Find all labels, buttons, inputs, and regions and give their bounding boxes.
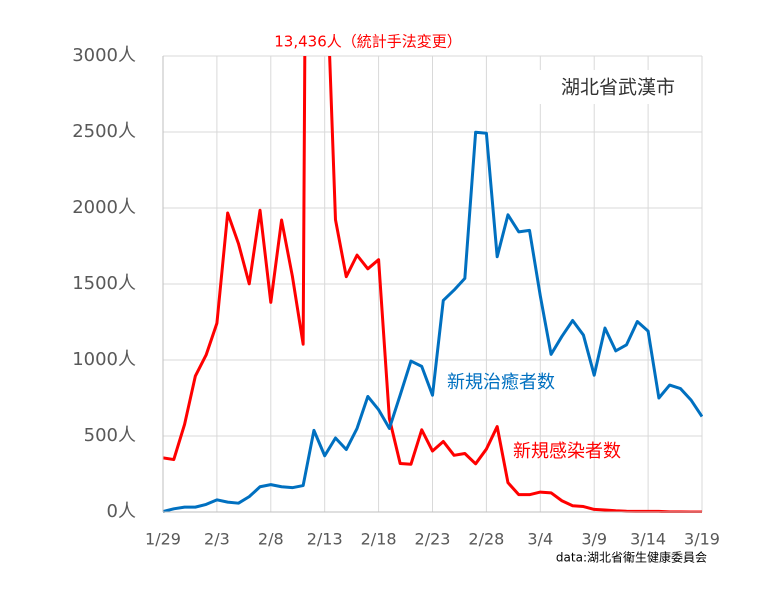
x-tick-label: 2/3 [204,530,230,549]
x-tick-label: 3/9 [581,530,607,549]
y-tick-label: 1000人 [72,349,136,370]
y-tick-label: 2000人 [72,197,136,218]
series-line [163,130,703,513]
annotation: 13,436人（統計手法変更） [274,33,462,51]
x-tick-label: 3/14 [630,530,666,549]
plot-area [163,56,703,513]
y-tick-label: 500人 [84,425,136,446]
series-label: 新規治癒者数 [447,372,555,393]
x-tick-label: 1/29 [145,530,181,549]
series-label: 新規感染者数 [513,441,621,462]
x-tick-label: 2/23 [415,530,451,549]
series-line [163,56,702,513]
title-box [538,70,698,104]
x-tick-label: 3/19 [684,530,720,549]
x-tick-label: 2/13 [307,530,343,549]
y-tick-label: 2500人 [72,121,136,142]
x-tick-label: 2/8 [258,530,284,549]
y-tick-label: 0人 [107,501,136,522]
x-tick-label: 2/28 [468,530,504,549]
source: data:湖北省衛生健康委員会 [556,550,707,565]
y-tick-label: 3000人 [72,45,136,66]
chart-title: 湖北省武漢市 [561,77,675,99]
y-tick-label: 1500人 [72,273,136,294]
x-tick-label: 3/4 [527,530,553,549]
x-tick-label: 2/18 [361,530,397,549]
